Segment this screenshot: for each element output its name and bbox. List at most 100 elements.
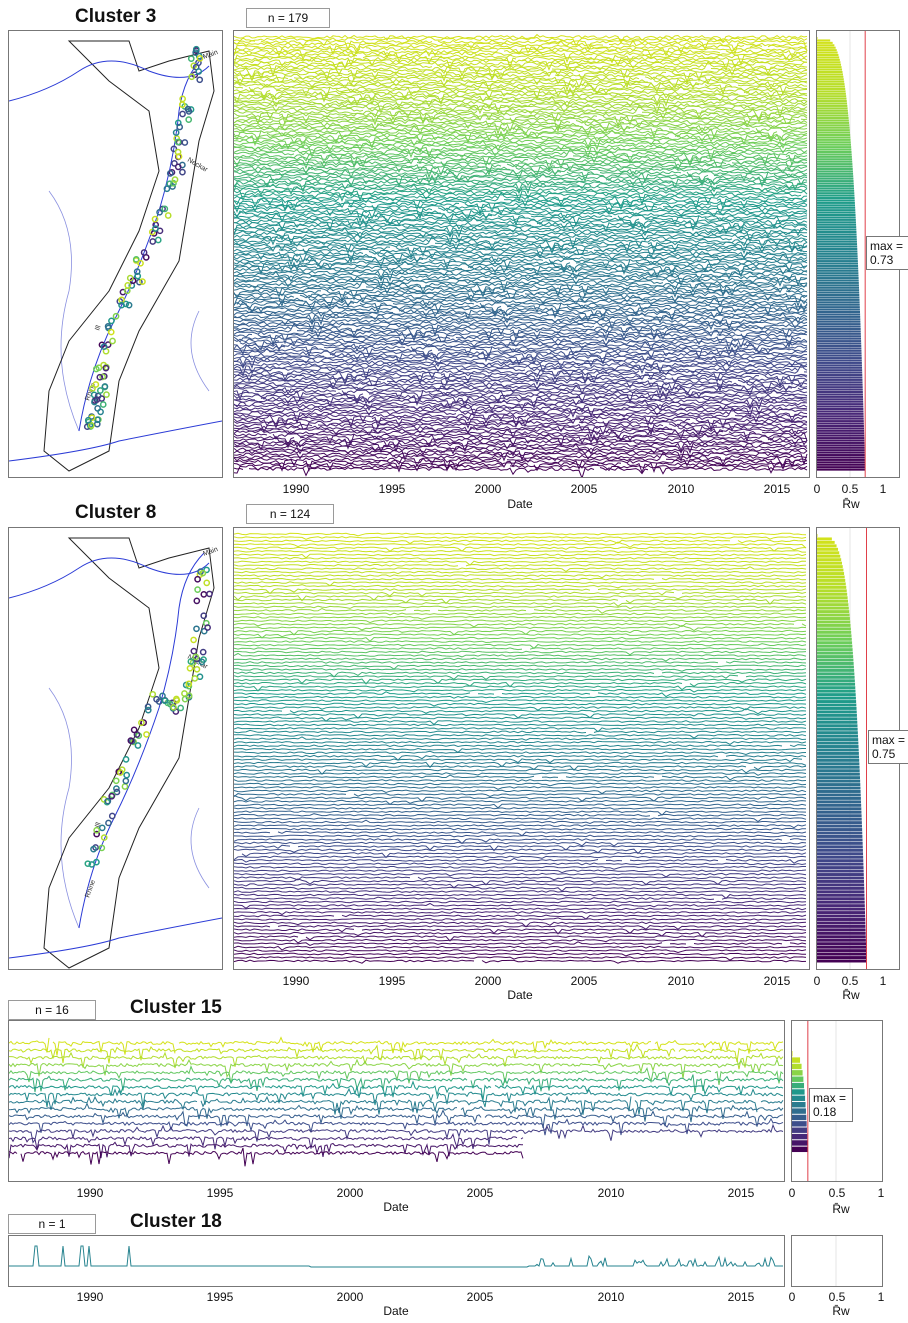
bar xyxy=(817,807,862,811)
series-line xyxy=(234,581,807,587)
bar xyxy=(817,160,853,163)
series-line xyxy=(234,227,808,239)
x-tick: 2000 xyxy=(474,482,502,496)
bar xyxy=(817,68,843,71)
series-line xyxy=(234,190,808,203)
bar xyxy=(817,838,863,842)
x-tick: 2015 xyxy=(727,1290,755,1304)
cluster15-bar-xlabel: R̄w xyxy=(832,1202,850,1216)
x-tick: 2010 xyxy=(667,974,695,988)
bar xyxy=(817,327,861,331)
bar xyxy=(817,344,862,347)
bar xyxy=(817,340,862,343)
station-marker xyxy=(93,396,101,403)
cluster18-x-ticks: 1990 1995 2000 2005 2010 2015 xyxy=(8,1290,785,1306)
station-marker xyxy=(171,176,179,184)
series-line xyxy=(234,744,807,748)
bar xyxy=(817,821,862,825)
map-label: Main xyxy=(202,49,219,61)
station-marker xyxy=(199,569,207,577)
series-line xyxy=(234,563,807,567)
station-marker xyxy=(84,416,92,424)
series-line xyxy=(234,117,808,127)
bar xyxy=(817,243,858,246)
series-line xyxy=(234,257,808,272)
x-tick: 1995 xyxy=(206,1186,234,1200)
station-marker xyxy=(181,139,189,146)
bar xyxy=(817,623,851,627)
bar xyxy=(817,291,860,294)
bar xyxy=(817,170,853,173)
bar xyxy=(817,456,865,459)
series-line xyxy=(234,209,808,223)
bar xyxy=(817,890,865,894)
bar xyxy=(817,376,863,379)
station-marker xyxy=(130,726,138,734)
bar xyxy=(817,468,866,471)
bar xyxy=(817,260,858,263)
cluster3-bar-svg xyxy=(817,31,866,477)
station-marker xyxy=(177,704,185,712)
bar xyxy=(817,765,860,769)
station-marker xyxy=(181,695,189,703)
bar xyxy=(817,218,856,221)
series-line xyxy=(234,605,807,610)
series-line xyxy=(234,803,807,809)
series-line xyxy=(234,750,807,756)
bar xyxy=(817,424,864,427)
series-line xyxy=(234,720,807,726)
series-line xyxy=(234,699,807,704)
cluster3-x-ticks: 1990 1995 2000 2005 2010 2015 xyxy=(233,482,810,498)
series-line xyxy=(234,768,807,775)
series-line xyxy=(234,532,807,537)
bar xyxy=(817,194,855,197)
series-line xyxy=(234,772,807,776)
cluster8-bar-xlabel: R̄w xyxy=(842,988,860,1002)
bar xyxy=(817,269,859,272)
bar xyxy=(817,138,851,141)
bar xyxy=(817,70,843,74)
series-line xyxy=(234,287,805,298)
station-marker xyxy=(196,76,204,84)
x-tick: 2005 xyxy=(466,1290,494,1304)
series-line xyxy=(234,813,807,817)
series-line xyxy=(234,235,808,250)
series-line xyxy=(234,260,808,276)
bar-tick: 1 xyxy=(877,1186,885,1200)
series-line xyxy=(234,312,808,326)
bar xyxy=(817,786,861,790)
station-marker xyxy=(187,658,195,665)
series-line xyxy=(9,1095,784,1115)
cluster18-title: Cluster 18 xyxy=(130,1211,222,1232)
bar xyxy=(817,97,847,100)
bar xyxy=(817,272,859,275)
river xyxy=(190,807,210,889)
series-line xyxy=(234,242,808,255)
series-line xyxy=(234,56,808,72)
bar xyxy=(817,262,858,265)
series-line xyxy=(234,956,807,961)
series-line xyxy=(234,233,808,247)
series-line xyxy=(234,862,807,866)
station-marker xyxy=(185,680,193,688)
cluster8-series-panel xyxy=(233,527,810,970)
bar xyxy=(817,706,857,710)
series-line xyxy=(234,117,808,133)
series-line xyxy=(234,536,807,540)
series-line xyxy=(234,66,808,82)
bar xyxy=(817,109,848,112)
series-line xyxy=(234,71,808,84)
river xyxy=(48,687,80,929)
station-marker xyxy=(89,385,96,392)
series-line xyxy=(234,60,808,78)
series-line xyxy=(234,629,807,636)
series-line xyxy=(234,636,807,642)
x-tick: 1990 xyxy=(76,1290,104,1304)
series-line xyxy=(234,323,808,338)
series-line xyxy=(234,674,807,681)
bar xyxy=(817,398,864,401)
series-line xyxy=(9,1141,523,1159)
station-marker xyxy=(102,364,110,372)
series-line xyxy=(234,857,807,864)
station-marker xyxy=(96,387,104,394)
